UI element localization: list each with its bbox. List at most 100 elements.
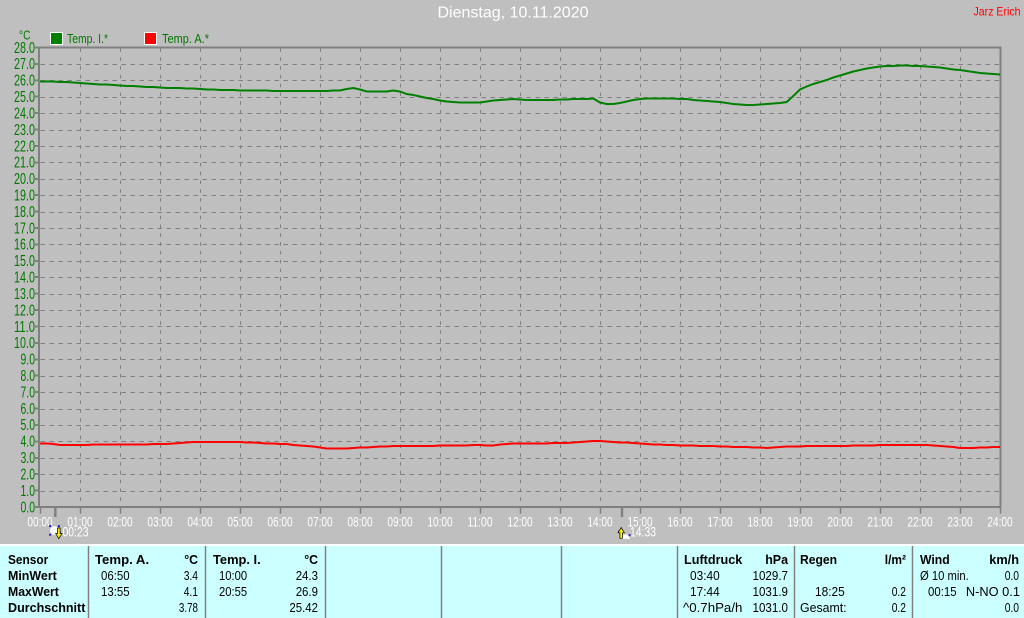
svg-text:14:00: 14:00 [587,514,612,530]
svg-text:15.0: 15.0 [14,253,35,270]
svg-text:Regen: Regen [800,552,837,567]
svg-text:1.0: 1.0 [21,483,36,500]
svg-text:20:55: 20:55 [219,584,247,599]
svg-text:15:00: 15:00 [627,514,652,530]
svg-text:12.0: 12.0 [14,302,35,319]
svg-text:1031.9: 1031.9 [753,584,789,599]
svg-text:Durchschnitt: Durchschnitt [8,600,86,615]
svg-text:4.0: 4.0 [21,434,36,451]
svg-text:13:00: 13:00 [547,514,572,530]
svg-text:23:00: 23:00 [947,514,972,530]
svg-text:Temp. I.: Temp. I. [213,552,261,567]
svg-text:18.0: 18.0 [14,204,35,221]
svg-text:2.0: 2.0 [21,467,36,484]
svg-text:26.9: 26.9 [296,584,318,599]
svg-text:1031.0: 1031.0 [753,600,789,615]
svg-text:06:50: 06:50 [101,568,130,583]
svg-text:28.0: 28.0 [14,40,35,57]
svg-text:°C: °C [304,552,318,567]
svg-text:7.0: 7.0 [21,384,36,401]
svg-text:19.0: 19.0 [14,188,35,205]
svg-text:6.0: 6.0 [21,401,36,418]
svg-text:03:00: 03:00 [147,514,172,530]
svg-text:01:00: 01:00 [67,514,92,530]
svg-text:14:33: 14:33 [630,524,656,540]
svg-text:Temp. A.*: Temp. A.* [162,31,209,46]
svg-text:MinWert: MinWert [8,568,57,583]
svg-text:27.0: 27.0 [14,56,35,73]
svg-text:3.4: 3.4 [184,568,198,583]
svg-text:Luftdruck: Luftdruck [684,552,743,567]
svg-text:Temp. A.: Temp. A. [95,552,149,567]
svg-text:0.0: 0.0 [1005,600,1019,615]
svg-text:°C: °C [184,552,198,567]
svg-text:24.3: 24.3 [296,568,318,583]
svg-text:Sensor: Sensor [8,552,48,567]
svg-text:10:00: 10:00 [219,568,247,583]
svg-text:13:55: 13:55 [101,584,130,599]
svg-text:5.0: 5.0 [21,417,36,434]
svg-text:24.0: 24.0 [14,105,35,122]
svg-text:16:00: 16:00 [667,514,692,530]
svg-text:0.0: 0.0 [1005,568,1019,583]
svg-text:17:00: 17:00 [707,514,732,530]
svg-text:03:40: 03:40 [690,568,720,583]
svg-text:MaxWert: MaxWert [8,584,60,599]
svg-text:02:00: 02:00 [107,514,132,530]
svg-text:N-NO 0.1: N-NO 0.1 [966,584,1020,599]
svg-text:Jarz Erich: Jarz Erich [974,5,1021,19]
svg-text:0.0: 0.0 [21,499,36,516]
svg-text:Ø 10 min.: Ø 10 min. [920,568,969,583]
svg-text:25.42: 25.42 [289,600,318,615]
svg-text:Wind: Wind [920,552,950,567]
svg-text:10.0: 10.0 [14,335,35,352]
svg-text:21:00: 21:00 [867,514,892,530]
svg-text:07:00: 07:00 [307,514,332,530]
svg-text:km/h: km/h [989,552,1019,567]
svg-text:9.0: 9.0 [21,352,36,369]
svg-text:08:00: 08:00 [347,514,372,530]
svg-text:05:00: 05:00 [227,514,252,530]
svg-text:11:00: 11:00 [467,514,492,530]
svg-text:3.0: 3.0 [21,450,36,467]
svg-text:17.0: 17.0 [14,220,35,237]
svg-text:Gesamt:: Gesamt: [800,600,847,615]
svg-text:1029.7: 1029.7 [753,568,789,583]
svg-text:23.0: 23.0 [14,122,35,139]
svg-text:11.0: 11.0 [14,319,35,336]
svg-text:25.0: 25.0 [14,89,35,106]
svg-text:Dienstag, 10.11.2020: Dienstag, 10.11.2020 [438,5,589,22]
svg-text:04:00: 04:00 [187,514,212,530]
svg-text:00:15: 00:15 [928,584,957,599]
svg-text:3.78: 3.78 [179,600,198,615]
svg-text:20.0: 20.0 [14,171,35,188]
svg-text:24:00: 24:00 [987,514,1012,530]
svg-text:Temp. I.*: Temp. I.* [67,31,108,46]
svg-text:16.0: 16.0 [14,237,35,254]
svg-text:20:00: 20:00 [827,514,852,530]
svg-text:00:00: 00:00 [27,514,52,530]
svg-text:22:00: 22:00 [907,514,932,530]
svg-text:hPa: hPa [765,552,789,567]
svg-text:17:44: 17:44 [690,584,720,599]
svg-text:^0.7hPa/h: ^0.7hPa/h [683,600,742,615]
svg-text:10:00: 10:00 [427,514,452,530]
svg-text:09:00: 09:00 [387,514,412,530]
svg-text:13.0: 13.0 [14,286,35,303]
svg-text:0.2: 0.2 [892,600,906,615]
svg-text:°C: °C [19,28,31,43]
svg-text:19:00: 19:00 [787,514,812,530]
svg-text:06:00: 06:00 [267,514,292,530]
svg-text:21.0: 21.0 [14,155,35,172]
svg-text:12:00: 12:00 [507,514,532,530]
svg-text:26.0: 26.0 [14,73,35,90]
svg-text:18:00: 18:00 [747,514,772,530]
svg-text:8.0: 8.0 [21,368,36,385]
svg-text:00:23: 00:23 [63,524,89,540]
svg-text:18:25: 18:25 [815,584,845,599]
svg-text:l/m²: l/m² [885,552,907,567]
svg-text:22.0: 22.0 [14,138,35,155]
svg-text:0.2: 0.2 [892,584,906,599]
svg-text:14.0: 14.0 [14,270,35,287]
svg-text:4.1: 4.1 [184,584,198,599]
